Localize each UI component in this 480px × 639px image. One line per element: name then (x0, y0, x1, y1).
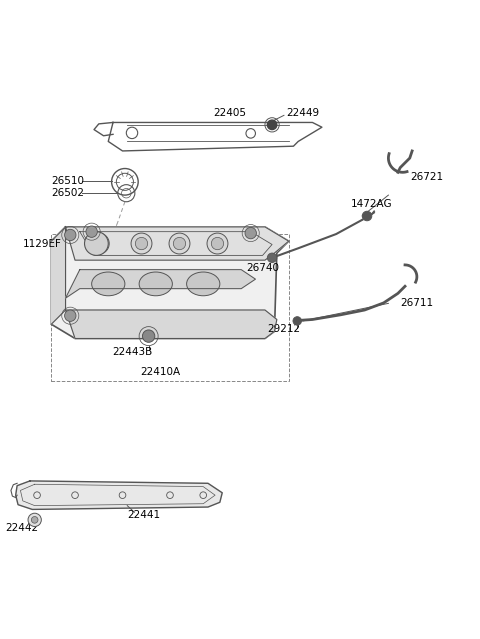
Circle shape (65, 229, 76, 241)
Circle shape (169, 233, 190, 254)
Text: 22405: 22405 (213, 108, 246, 118)
Text: 26721: 26721 (410, 172, 443, 182)
Polygon shape (66, 270, 255, 298)
Circle shape (86, 226, 97, 237)
Text: 26502: 26502 (51, 188, 84, 197)
Circle shape (267, 120, 277, 130)
Ellipse shape (92, 272, 125, 296)
Circle shape (28, 513, 41, 527)
Text: 22443B: 22443B (112, 347, 152, 357)
Text: 22441: 22441 (127, 510, 160, 520)
Circle shape (31, 516, 38, 523)
Text: 22410A: 22410A (141, 367, 180, 377)
Polygon shape (51, 227, 66, 324)
Circle shape (293, 317, 301, 325)
Circle shape (135, 237, 148, 250)
Polygon shape (51, 227, 288, 339)
Text: 26510: 26510 (51, 176, 84, 186)
Text: 26740: 26740 (246, 263, 279, 273)
Circle shape (84, 232, 108, 256)
Polygon shape (66, 227, 288, 260)
Text: 22449: 22449 (286, 108, 320, 118)
Text: 1129EF: 1129EF (23, 238, 62, 249)
Ellipse shape (187, 272, 220, 296)
Text: 29212: 29212 (267, 325, 300, 334)
Text: 26711: 26711 (400, 298, 433, 308)
Circle shape (267, 253, 277, 263)
Circle shape (93, 237, 105, 250)
Ellipse shape (139, 272, 172, 296)
Circle shape (207, 233, 228, 254)
Polygon shape (16, 481, 222, 509)
Circle shape (211, 237, 224, 250)
Circle shape (131, 233, 152, 254)
Circle shape (245, 227, 256, 239)
Text: 1472AG: 1472AG (350, 199, 392, 209)
Polygon shape (66, 310, 277, 339)
Circle shape (143, 330, 155, 343)
Text: 22442: 22442 (5, 523, 38, 534)
Circle shape (65, 310, 76, 321)
Circle shape (88, 233, 109, 254)
Circle shape (173, 237, 186, 250)
Circle shape (362, 212, 372, 220)
